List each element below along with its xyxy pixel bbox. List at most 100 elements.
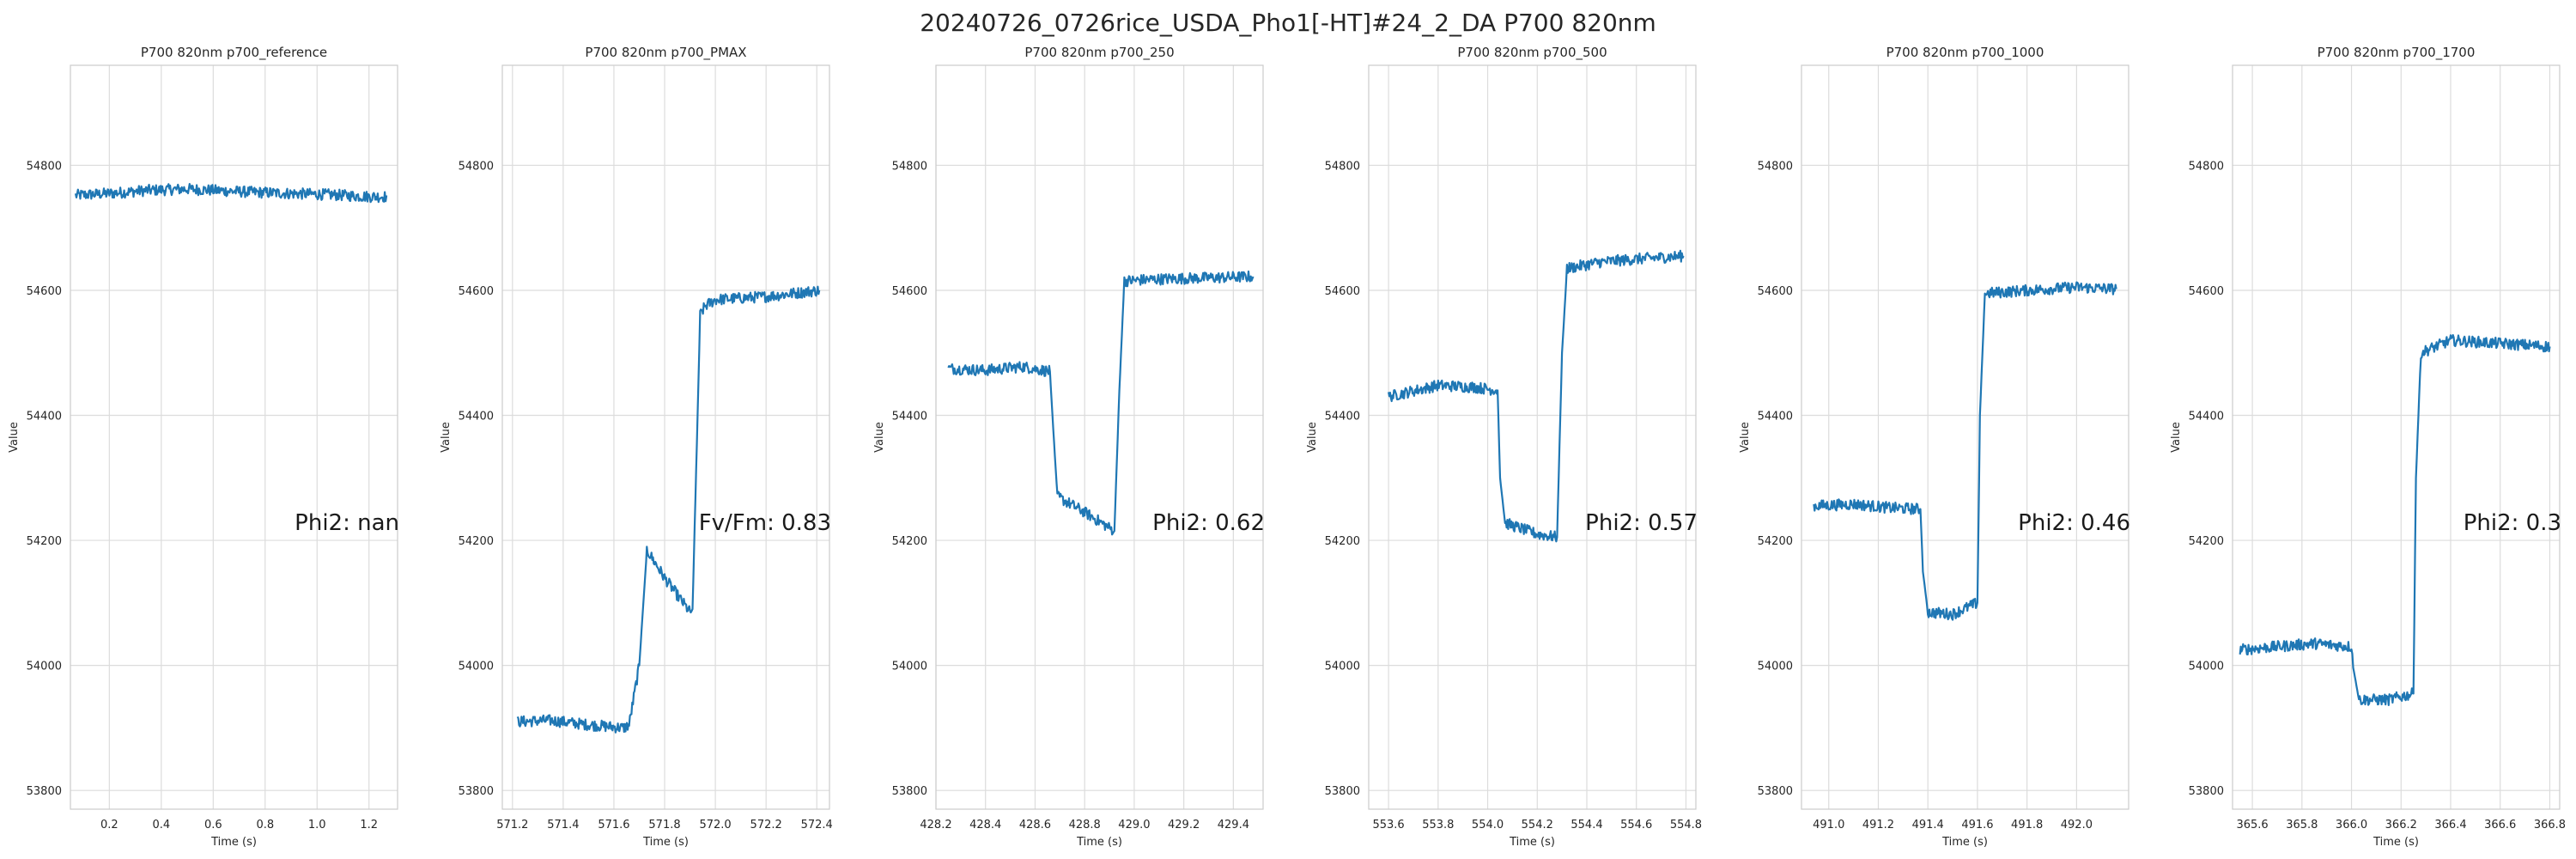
x-tick-label: 1.2	[360, 819, 378, 832]
x-tick-label: 366.4	[2434, 819, 2466, 832]
x-tick-label: 492.0	[2061, 819, 2093, 832]
y-tick-label: 53800	[2189, 785, 2224, 798]
x-tick-label: 1.0	[308, 819, 326, 832]
y-axis-label: Value	[440, 422, 453, 453]
y-tick-label: 54600	[27, 285, 62, 298]
chart-panel-2: 571.2 571.4 571.6 571.8 572.0 572.2 572.4 53800…	[440, 45, 833, 849]
x-tick-label: 0.6	[204, 819, 222, 832]
y-axis-label: Value	[8, 422, 21, 453]
annotation-label: Phi2: nan	[295, 510, 399, 536]
annotation-label: Phi2: 0.57	[1585, 510, 1698, 536]
x-tick-label: 491.6	[1961, 819, 1993, 832]
annotation-label: Phi2: 0.46	[2018, 510, 2130, 536]
panel-title: P700 820nm p700_reference	[141, 45, 327, 61]
x-tick-label: 491.4	[1912, 819, 1944, 832]
y-axis-label: Value	[1739, 422, 1752, 453]
y-tick-label: 54400	[1325, 411, 1360, 423]
chart-panel-1: 0.2 0.4 0.6 0.8 1.0 1.2 53800 54000 54200 54400 54…	[8, 45, 399, 849]
x-axis-label: Time (s)	[1509, 836, 1555, 849]
y-tick-label: 54200	[892, 535, 927, 548]
x-tick-label: 428.6	[1019, 819, 1051, 832]
axes-frame	[1801, 64, 2129, 810]
x-tick-label: 571.2	[496, 819, 528, 832]
y-tick-label: 54400	[459, 411, 494, 423]
chart-panel-3: 428.2 428.4 428.6 428.8 429.0 429.2 429.4 53800…	[873, 45, 1265, 849]
x-tick-label: 554.6	[1620, 819, 1652, 832]
annotation-label: Phi2: 0.62	[1152, 510, 1265, 536]
axes-frame	[1368, 64, 1697, 810]
x-tick-label: 366.8	[2534, 819, 2566, 832]
axes-frame	[501, 64, 830, 810]
x-tick-label: 428.8	[1069, 819, 1101, 832]
y-tick-label: 54400	[27, 411, 62, 423]
y-tick-label: 54600	[892, 285, 927, 298]
data-line	[74, 183, 388, 204]
x-axis-label: Time (s)	[1076, 836, 1122, 849]
panel-title: P700 820nm p700_500	[1457, 45, 1607, 61]
x-tick-label: 553.6	[1372, 819, 1404, 832]
y-tick-label: 54400	[1758, 411, 1793, 423]
x-tick-label: 366.0	[2336, 819, 2367, 832]
panel-title: P700 820nm p700_250	[1024, 45, 1174, 61]
x-tick-label: 366.2	[2385, 819, 2417, 832]
axes-frame	[70, 64, 398, 810]
x-tick-label: 554.2	[1522, 819, 1553, 832]
y-tick-label: 54600	[1325, 285, 1360, 298]
x-axis-label: Time (s)	[1941, 836, 1988, 849]
data-line	[516, 285, 821, 734]
y-tick-label: 54800	[459, 160, 494, 173]
x-tick-label: 428.2	[920, 819, 951, 832]
x-tick-label: 571.4	[547, 819, 579, 832]
x-tick-label: 365.6	[2236, 819, 2268, 832]
x-tick-label: 429.0	[1118, 819, 1150, 832]
x-tick-label: 366.6	[2484, 819, 2516, 832]
y-tick-label: 54600	[459, 285, 494, 298]
y-tick-label: 54000	[2189, 661, 2224, 673]
axes-frame	[935, 64, 1264, 810]
y-tick-label: 54800	[1758, 160, 1793, 173]
y-tick-label: 54800	[892, 160, 927, 173]
y-tick-label: 54800	[2189, 160, 2224, 173]
y-tick-label: 54200	[2189, 535, 2224, 548]
chart-panel-5: 491.0 491.2 491.4 491.6 491.8 492.0 53800 54000…	[1739, 45, 2130, 849]
y-tick-label: 54200	[1758, 535, 1793, 548]
panel-title: P700 820nm p700_1000	[1886, 45, 2044, 61]
x-axis-label: Time (s)	[642, 836, 689, 849]
y-tick-label: 54600	[2189, 285, 2224, 298]
y-tick-label: 54200	[459, 535, 494, 548]
data-line	[2239, 333, 2551, 707]
x-tick-label: 365.8	[2286, 819, 2318, 832]
x-tick-label: 571.8	[648, 819, 680, 832]
y-tick-label: 53800	[1758, 785, 1793, 798]
y-tick-label: 54000	[892, 661, 927, 673]
chart-panel-4: 553.6 553.8 554.0 554.2 554.4 554.6 554.8 53800…	[1306, 45, 1702, 849]
x-tick-label: 572.0	[699, 819, 731, 832]
data-line	[947, 270, 1255, 536]
y-tick-label: 54000	[459, 661, 494, 673]
y-tick-label: 54400	[2189, 411, 2224, 423]
y-tick-label: 53800	[459, 785, 494, 798]
panel-title: P700 820nm p700_1700	[2318, 45, 2476, 61]
y-tick-label: 54800	[1325, 160, 1360, 173]
x-tick-label: 429.4	[1218, 819, 1249, 832]
x-tick-label: 0.2	[100, 819, 118, 832]
y-axis-label: Value	[2170, 422, 2183, 453]
x-tick-label: 572.4	[801, 819, 833, 832]
data-line	[1813, 281, 2117, 621]
x-tick-label: 429.2	[1168, 819, 1200, 832]
figure-title: 20240726_0726rice_USDA_Pho1[-HT]#24_2_DA…	[920, 9, 1656, 37]
y-axis-label: Value	[1306, 422, 1319, 453]
panel-title: P700 820nm p700_PMAX	[585, 45, 746, 61]
x-tick-label: 554.4	[1571, 819, 1602, 832]
chart-panel-6: 365.6 365.8 366.0 366.2 366.4 366.6 366.8 53800…	[2170, 45, 2566, 849]
x-tick-label: 554.0	[1472, 819, 1504, 832]
x-axis-label: Time (s)	[210, 836, 257, 849]
y-axis-label: Value	[873, 422, 886, 453]
y-tick-label: 54400	[892, 411, 927, 423]
y-tick-label: 54800	[27, 160, 62, 173]
y-tick-label: 53800	[27, 785, 62, 798]
y-tick-label: 54200	[27, 535, 62, 548]
axes-frame	[2232, 64, 2561, 810]
x-tick-label: 0.8	[256, 819, 274, 832]
